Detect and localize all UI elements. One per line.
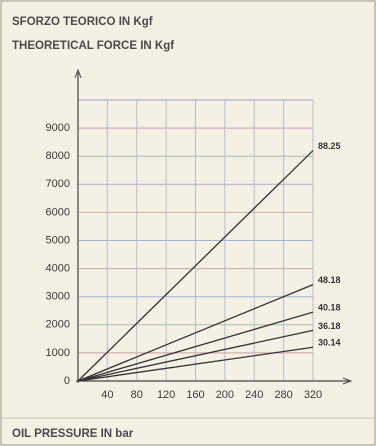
chart-title: SFORZO TEORICO IN Kgf	[12, 16, 153, 28]
data-line	[77, 311, 314, 382]
series-label: 40.18	[318, 303, 341, 313]
y-tick-label: 3000	[46, 291, 70, 303]
series-label: 36.18	[318, 321, 341, 331]
x-tick-label: 240	[245, 389, 263, 401]
data-line	[77, 150, 314, 382]
x-tick-label: 80	[131, 389, 143, 401]
y-tick-label: 7000	[46, 178, 70, 190]
y-tick-label: 1000	[46, 347, 70, 359]
x-axis-arrow	[342, 377, 353, 385]
y-axis-arrow	[74, 68, 82, 79]
series-label: 88.25	[318, 141, 341, 151]
x-tick-label: 200	[216, 389, 234, 401]
x-tick-label: 280	[274, 389, 292, 401]
data-line	[77, 346, 314, 382]
x-tick-label: 160	[186, 389, 204, 401]
y-tick-label: 8000	[46, 150, 70, 162]
x-axis-label: OIL PRESSURE IN bar	[12, 428, 134, 440]
x-tick-label: 120	[157, 389, 175, 401]
chart-subtitle: THEORETICAL FORCE IN Kgf	[12, 40, 174, 52]
y-tick-label: 5000	[46, 234, 70, 246]
y-tick-label: 0	[64, 375, 70, 387]
y-tick-label: 4000	[46, 263, 70, 275]
data-line	[77, 329, 314, 382]
series-label: 48.18	[318, 275, 341, 285]
y-tick-label: 2000	[46, 319, 70, 331]
x-tick-label: 320	[304, 389, 322, 401]
data-line	[77, 284, 314, 382]
series-label: 30.14	[318, 338, 341, 348]
y-tick-label: 6000	[46, 206, 70, 218]
y-tick-label: 9000	[46, 122, 70, 134]
x-tick-label: 40	[101, 389, 113, 401]
